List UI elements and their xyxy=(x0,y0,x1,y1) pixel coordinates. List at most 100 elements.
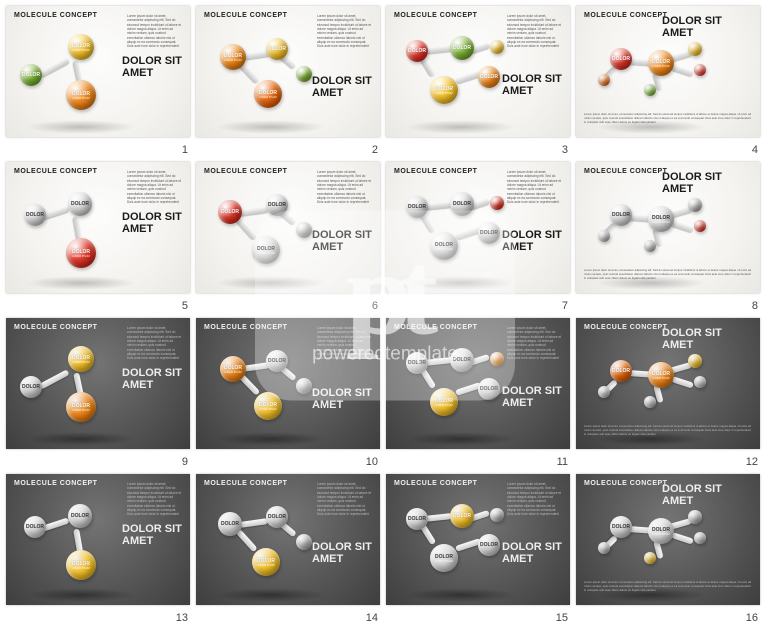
slide-thumbnail[interactable]: MOLECULE CONCEPTDOLORLOREM IPSUMDOLORDOL… xyxy=(6,6,190,137)
slide-number: 5 xyxy=(182,300,188,312)
slide-body-text: Lorem ipsum dolor sit amet, consectetur … xyxy=(584,113,752,131)
slide-thumbnail[interactable]: MOLECULE CONCEPTDOLORDOLORDOLORLOREM IPS… xyxy=(6,162,190,293)
slide-subtitle: DOLOR SIT AMET xyxy=(502,230,562,253)
slide-thumbnail[interactable]: MOLECULE CONCEPTDOLORDOLORLOREM IPSUMDOL… xyxy=(576,474,760,605)
shadow-reflection xyxy=(406,588,516,602)
slide-thumbnail[interactable]: MOLECULE CONCEPTDOLORDOLORLOREM IPSUMDOL… xyxy=(576,6,760,137)
slide-thumbnail[interactable]: MOLECULE CONCEPTDOLORDOLORDOLORLOREM IPS… xyxy=(386,6,570,137)
slide-number: 3 xyxy=(562,144,568,156)
atom-sublabel: LOREM IPSUM xyxy=(652,221,670,224)
molecule-atom: DOLOR xyxy=(68,504,92,528)
molecule-atom xyxy=(688,198,702,212)
molecule-atom: DOLORLOREM IPSUM xyxy=(648,362,674,388)
molecule-atom xyxy=(296,378,312,394)
molecule-atom xyxy=(688,354,702,368)
slide-thumbnail[interactable]: MOLECULE CONCEPTDOLORDOLORDOLORLOREM IPS… xyxy=(386,162,570,293)
molecule-atom xyxy=(598,74,610,86)
slide-thumbnail[interactable]: MOLECULE CONCEPTDOLORDOLORDOLORLOREM IPS… xyxy=(6,474,190,605)
molecule-atom: DOLORLOREM IPSUM xyxy=(648,50,674,76)
molecule-atom: DOLOR xyxy=(266,194,288,216)
molecule-atom xyxy=(490,196,504,210)
atom-label: DOLOR xyxy=(480,386,498,392)
shadow-reflection xyxy=(216,120,326,134)
thumbnail-cell[interactable]: MOLECULE CONCEPTDOLORLOREM IPSUMDOLORDOL… xyxy=(6,318,190,468)
thumbnail-cell[interactable]: MOLECULE CONCEPTDOLORDOLORDOLORLOREM IPS… xyxy=(386,318,570,468)
atom-label: DOLOR xyxy=(71,513,89,519)
molecule-atom: DOLORLOREM IPSUM xyxy=(648,206,674,232)
atom-label: DOLOR xyxy=(221,209,239,215)
slide-body-text: Lorem ipsum dolor sit amet, consectetur … xyxy=(507,14,562,48)
atom-sublabel: LOREM IPSUM xyxy=(72,409,90,412)
slide-subtitle: DOLOR SIT AMET xyxy=(312,542,372,565)
slide-body-text: Lorem ipsum dolor sit amet, consectetur … xyxy=(584,581,752,599)
thumbnail-cell[interactable]: MOLECULE CONCEPTDOLORLOREM IPSUMDOLORDOL… xyxy=(196,318,380,468)
thumbnail-cell[interactable]: MOLECULE CONCEPTDOLORDOLORDOLORLOREM IPS… xyxy=(386,6,570,156)
molecule-atom xyxy=(598,386,610,398)
slide-body-text: Lorem ipsum dolor sit amet, consectetur … xyxy=(584,269,752,287)
molecule-atom: DOLOR xyxy=(24,516,46,538)
shadow-reflection xyxy=(406,276,516,290)
molecule-atom xyxy=(598,542,610,554)
slide-number: 6 xyxy=(372,300,378,312)
slide-body-text: Lorem ipsum dolor sit amet, consectetur … xyxy=(507,326,562,360)
molecule-atom: DOLOR xyxy=(266,38,288,60)
thumbnail-cell[interactable]: MOLECULE CONCEPTDOLORDOLORDOLORLOREM IPS… xyxy=(386,162,570,312)
atom-label: DOLOR xyxy=(453,513,471,519)
atom-label: DOLOR xyxy=(26,212,44,218)
molecule-atom: DOLOR xyxy=(450,36,474,60)
molecule-bond xyxy=(39,369,70,389)
slide-number: 10 xyxy=(366,456,378,468)
molecule-atom: DOLOR xyxy=(478,222,500,244)
slide-number: 1 xyxy=(182,144,188,156)
slide-thumbnail[interactable]: MOLECULE CONCEPTDOLORDOLORDOLORLOREM IPS… xyxy=(386,318,570,449)
molecule-atom: DOLOR xyxy=(266,350,288,372)
slide-thumbnail[interactable]: MOLECULE CONCEPTDOLORDOLORLOREM IPSUMDOL… xyxy=(576,162,760,293)
slide-thumbnail[interactable]: MOLECULE CONCEPTDOLORDOLORLOREM IPSUMDOL… xyxy=(576,318,760,449)
slide-number: 4 xyxy=(752,144,758,156)
slide-thumbnail[interactable]: MOLECULE CONCEPTDOLORLOREM IPSUMDOLORDOL… xyxy=(6,318,190,449)
thumbnail-cell[interactable]: MOLECULE CONCEPTDOLORDOLORDOLORLOREM IPS… xyxy=(196,162,380,312)
molecule-bond xyxy=(671,376,694,389)
atom-sublabel: LOREM IPSUM xyxy=(259,408,277,411)
molecule-atom xyxy=(644,552,656,564)
atom-sublabel: LOREM IPSUM xyxy=(257,564,275,567)
shadow-reflection xyxy=(26,588,136,602)
molecule-bond xyxy=(236,217,258,240)
molecule-atom: DOLORLOREM IPSUM xyxy=(66,550,96,580)
molecule-atom xyxy=(688,510,702,524)
thumbnail-cell[interactable]: MOLECULE CONCEPTDOLORDOLORLOREM IPSUMDOL… xyxy=(576,474,760,624)
slide-thumbnail[interactable]: MOLECULE CONCEPTDOLORLOREM IPSUMDOLORDOL… xyxy=(196,318,380,449)
molecule-atom: DOLOR xyxy=(450,192,474,216)
atom-sublabel: LOREM IPSUM xyxy=(652,533,670,536)
slide-body-text: Lorem ipsum dolor sit amet, consectetur … xyxy=(127,14,182,48)
thumbnail-cell[interactable]: MOLECULE CONCEPTDOLORLOREM IPSUMDOLORDOL… xyxy=(6,6,190,156)
molecule-atom: DOLOR xyxy=(218,512,242,536)
molecule-atom: DOLOR xyxy=(478,378,500,400)
slide-body-text: Lorem ipsum dolor sit amet, consectetur … xyxy=(584,425,752,443)
thumbnail-cell[interactable]: MOLECULE CONCEPTDOLORDOLORDOLORLOREM IPS… xyxy=(6,162,190,312)
thumbnail-cell[interactable]: MOLECULE CONCEPTDOLORDOLORDOLORLOREM IPS… xyxy=(386,474,570,624)
molecule-atom: DOLOR xyxy=(406,40,428,62)
thumbnail-cell[interactable]: MOLECULE CONCEPTDOLORDOLORLOREM IPSUMDOL… xyxy=(576,6,760,156)
molecule-atom: DOLOR xyxy=(450,348,474,372)
thumbnail-cell[interactable]: MOLECULE CONCEPTDOLORDOLORLOREM IPSUMDOL… xyxy=(576,162,760,312)
slide-body-text: Lorem ipsum dolor sit amet, consectetur … xyxy=(127,482,182,516)
thumbnail-cell[interactable]: MOLECULE CONCEPTDOLORDOLORLOREM IPSUMDOL… xyxy=(576,318,760,468)
shadow-reflection xyxy=(406,432,516,446)
thumbnail-cell[interactable]: MOLECULE CONCEPTDOLORDOLORDOLORLOREM IPS… xyxy=(6,474,190,624)
molecule-atom xyxy=(694,376,706,388)
atom-label: DOLOR xyxy=(22,384,40,390)
thumbnail-cell[interactable]: MOLECULE CONCEPTDOLORLOREM IPSUMDOLORDOL… xyxy=(196,6,380,156)
molecule-atom xyxy=(490,40,504,54)
slide-thumbnail[interactable]: MOLECULE CONCEPTDOLORDOLORDOLORLOREM IPS… xyxy=(196,162,380,293)
slide-number: 16 xyxy=(746,612,758,624)
slide-thumbnail[interactable]: MOLECULE CONCEPTDOLORDOLORDOLORLOREM IPS… xyxy=(196,474,380,605)
slide-number: 2 xyxy=(372,144,378,156)
slide-thumbnail[interactable]: MOLECULE CONCEPTDOLORLOREM IPSUMDOLORDOL… xyxy=(196,6,380,137)
thumbnail-cell[interactable]: MOLECULE CONCEPTDOLORDOLORDOLORLOREM IPS… xyxy=(196,474,380,624)
slide-thumbnail[interactable]: MOLECULE CONCEPTDOLORDOLORDOLORLOREM IPS… xyxy=(386,474,570,605)
slide-subtitle: DOLOR SIT AMET xyxy=(662,484,752,507)
atom-sublabel: LOREM IPSUM xyxy=(72,97,90,100)
atom-sublabel: LOREM IPSUM xyxy=(259,96,277,99)
molecule-atom xyxy=(296,222,312,238)
